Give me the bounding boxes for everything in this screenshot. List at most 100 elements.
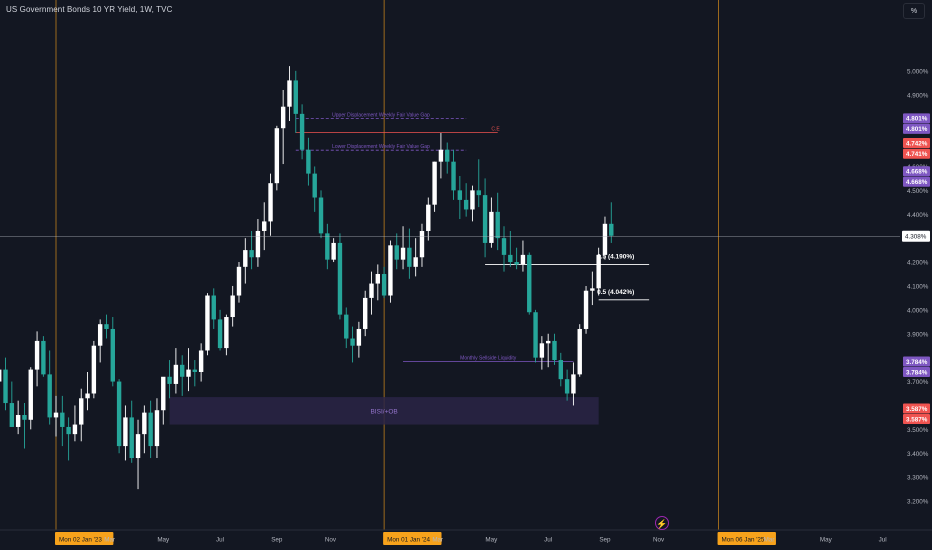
- candle-body: [407, 247, 412, 267]
- candle-body: [173, 364, 179, 384]
- candle-body: [243, 250, 248, 267]
- candle-body: [66, 426, 71, 435]
- candle-body: [268, 183, 273, 222]
- time-label-text: Mon 02 Jan '23: [59, 537, 102, 544]
- candle-body: [602, 223, 608, 255]
- last-price-text: 4.308%: [905, 234, 927, 241]
- candle-body: [28, 369, 33, 420]
- candle-body: [495, 211, 500, 239]
- candle-body: [577, 328, 582, 375]
- candle-body: [47, 374, 52, 418]
- candle-body: [388, 245, 393, 296]
- candle-body: [79, 398, 84, 425]
- candle-body: [255, 230, 261, 258]
- candle-body: [211, 295, 216, 320]
- last-price-badge: [902, 230, 930, 242]
- price-label-text: 4.801%: [906, 116, 928, 123]
- price-tick-label: 4.100%: [907, 283, 929, 290]
- candle-body: [331, 242, 336, 260]
- candle-body: [337, 242, 343, 315]
- candle-body: [583, 290, 589, 329]
- candle-body: [419, 230, 425, 258]
- candle-body: [520, 254, 526, 265]
- candle-body: [22, 415, 27, 420]
- price-label-text: 3.784%: [906, 359, 928, 366]
- time-tick-label: May: [157, 537, 170, 544]
- candle-body: [217, 319, 223, 349]
- candle-body: [262, 221, 267, 231]
- candle-body: [457, 190, 463, 200]
- time-tick-label: Jul: [544, 537, 552, 544]
- price-label-text: 4.742%: [906, 140, 928, 147]
- candle-body: [413, 257, 418, 267]
- candle-body: [394, 245, 399, 260]
- price-tick-label: 3.900%: [907, 331, 929, 338]
- price-tick-label: 3.500%: [907, 427, 929, 434]
- candle-body: [224, 317, 229, 349]
- candle-body: [533, 312, 538, 358]
- price-label-text: 4.801%: [906, 126, 928, 133]
- candle-body: [116, 381, 122, 447]
- annotation-label: Lower Displacement Weekly Fair Value Gap: [332, 144, 430, 150]
- price-tick-label: 5.000%: [907, 68, 929, 75]
- candle-body: [312, 173, 317, 198]
- candle-body: [564, 379, 570, 394]
- chart-title: US Government Bonds 10 YR Yield, 1W, TVC: [6, 5, 173, 14]
- candle-body: [381, 274, 387, 296]
- candle-body: [306, 149, 311, 174]
- candle-body: [60, 412, 65, 427]
- time-label-badge: [717, 532, 776, 545]
- candle-body: [545, 340, 551, 344]
- price-axis-bg: [900, 0, 932, 530]
- candle-body: [426, 204, 431, 231]
- tradingview-logo-icon[interactable]: ⚡: [655, 516, 669, 530]
- time-tick-label: Mar: [104, 537, 115, 544]
- candle-body: [186, 369, 191, 377]
- price-label-badge: [903, 148, 930, 159]
- unit-toggle-button[interactable]: %: [903, 3, 925, 19]
- candle-body: [571, 374, 576, 394]
- price-label-badge: [903, 123, 930, 134]
- candle-body: [205, 295, 210, 351]
- zone-label: BISI/+OB: [370, 408, 397, 415]
- price-label-badge: [903, 366, 930, 377]
- candle-body: [489, 211, 494, 243]
- price-label-badge: [903, 166, 930, 177]
- candle-body: [514, 262, 519, 265]
- annotation-layer: Upper Displacement Weekly Fair Value Gap…: [295, 112, 650, 362]
- candle-body: [596, 254, 601, 289]
- candle-body: [558, 360, 563, 380]
- candle-body: [501, 238, 507, 255]
- candle-body: [123, 417, 128, 447]
- candle-body: [9, 403, 15, 427]
- candle-body: [375, 274, 381, 284]
- candle-body: [249, 250, 254, 258]
- candle-body: [280, 106, 286, 129]
- price-label-text: 3.587%: [906, 416, 928, 423]
- candle-body: [318, 197, 324, 234]
- candle-body: [72, 424, 78, 435]
- candle-body: [230, 295, 235, 318]
- candle-body: [590, 288, 595, 291]
- candle-body: [85, 393, 90, 399]
- zone-layer: BISI/+OB: [169, 397, 599, 425]
- candle-body: [161, 376, 166, 411]
- candle-body: [236, 266, 242, 296]
- price-axis[interactable]: 5.000%4.900%4.600%4.500%4.400%4.200%4.10…: [900, 0, 932, 530]
- annotation-label: Monthly Sellside Liquidity: [460, 355, 517, 361]
- price-tick-label: 3.200%: [907, 499, 929, 506]
- price-label-badge: [903, 414, 930, 425]
- time-tick-label: May: [820, 537, 833, 544]
- candle-body: [91, 345, 97, 394]
- candle-body: [192, 369, 198, 372]
- candle-body: [148, 412, 153, 447]
- candle-body: [432, 161, 437, 205]
- price-tick-label: 4.400%: [907, 212, 929, 219]
- candle-body: [438, 149, 444, 162]
- candle-body: [53, 412, 59, 418]
- session-vertical-lines: [55, 0, 719, 530]
- candle-body: [400, 247, 406, 260]
- price-tick-label: 3.300%: [907, 475, 929, 482]
